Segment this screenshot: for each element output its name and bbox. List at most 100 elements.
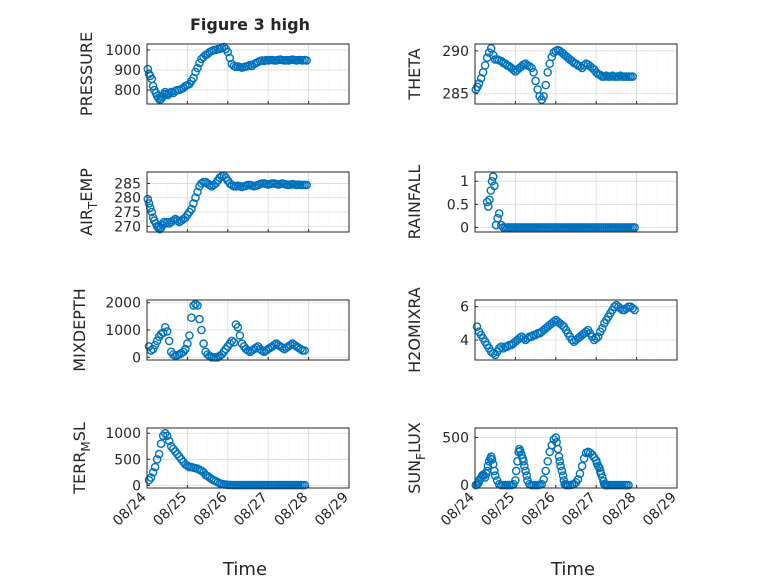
data-point <box>150 340 160 350</box>
data-point <box>558 471 568 480</box>
data-point <box>511 476 520 485</box>
data-point <box>158 328 168 338</box>
y-tick-label: 6 <box>460 300 469 316</box>
data-point <box>162 217 172 227</box>
data-point <box>191 193 200 202</box>
data-point <box>522 471 532 480</box>
data-point <box>195 314 204 324</box>
data-point <box>577 461 587 471</box>
y-axis-label: THETA <box>405 48 424 100</box>
data-point <box>185 331 194 340</box>
x-tick-label: 08/28 <box>600 490 640 530</box>
y-tick-label: 500 <box>442 431 469 447</box>
data-point <box>591 333 601 343</box>
x-tick-label: 08/28 <box>272 490 312 530</box>
data-point <box>205 180 214 190</box>
data-point <box>164 436 174 446</box>
data-point <box>529 68 538 77</box>
y-tick-label: 1000 <box>105 426 141 442</box>
data-point <box>191 67 200 77</box>
data-point <box>187 313 196 323</box>
axes-box <box>146 43 350 105</box>
axes-box <box>474 43 678 105</box>
data-point <box>302 56 311 65</box>
x-tick-label: 08/24 <box>438 489 478 529</box>
data-point <box>235 331 245 340</box>
x-tick-label: 08/27 <box>231 490 271 530</box>
data-point <box>595 70 605 80</box>
data-point <box>556 461 565 471</box>
y-tick-label: 1000 <box>105 43 141 59</box>
data-point <box>485 195 494 204</box>
x-tick-label: 08/29 <box>312 490 352 530</box>
data-point <box>277 343 287 353</box>
data-point <box>156 439 166 449</box>
data-point <box>183 339 192 348</box>
data-point <box>164 336 174 346</box>
data-point <box>567 335 577 345</box>
data-point <box>176 454 186 464</box>
y-tick-label: 0 <box>132 350 141 366</box>
data-point <box>490 466 499 476</box>
axes-box <box>474 299 678 361</box>
data-point <box>181 344 190 354</box>
data-point <box>227 180 237 190</box>
data-point <box>144 199 154 208</box>
data-point <box>630 223 639 232</box>
y-tick-label: 4 <box>460 333 469 349</box>
data-point <box>160 322 170 332</box>
data-point <box>168 216 178 225</box>
data-point <box>547 52 557 62</box>
data-point <box>269 340 279 350</box>
data-point <box>233 322 243 332</box>
axes-box <box>146 299 350 361</box>
data-point <box>527 63 536 73</box>
x-axis-label: Time <box>222 559 267 580</box>
data-point <box>193 187 202 197</box>
axes-box <box>146 427 350 489</box>
subplot-5: 0 1000 2000 MIXDEPTH <box>70 288 350 372</box>
data-point <box>610 302 619 312</box>
subplot-2: 285 290 THETA <box>405 43 678 105</box>
data-point <box>487 176 497 186</box>
data-point <box>152 454 162 464</box>
data-point <box>162 327 172 336</box>
data-point <box>511 466 521 476</box>
data-point <box>229 337 239 347</box>
y-tick-label: 500 <box>114 452 141 468</box>
data-point <box>543 68 553 77</box>
data-point <box>531 76 540 86</box>
data-point <box>490 471 500 480</box>
x-tick-label: 08/29 <box>640 490 680 530</box>
x-tick-label: 08/25 <box>150 490 190 530</box>
subplot-7: 0 500 1000 TERRMSL 08/24 08/25 08/26 08/27 08/28… <box>70 422 352 580</box>
data-point <box>554 452 564 461</box>
data-point <box>549 317 559 327</box>
data-point <box>541 466 551 476</box>
data-point <box>172 216 182 225</box>
y-tick-label: 1 <box>460 174 469 190</box>
data-point <box>189 199 198 208</box>
data-point <box>519 333 528 343</box>
y-tick-label: 0 <box>460 478 469 494</box>
data-point <box>482 197 492 207</box>
data-point <box>187 204 196 214</box>
data-point <box>152 336 162 346</box>
data-point <box>541 80 551 90</box>
subplot-4: 0 0.5 1 RAINFALL <box>405 165 678 240</box>
y-tick-label: 0.5 <box>447 197 469 213</box>
data-point <box>243 346 253 355</box>
x-axis-label: Time <box>550 559 595 580</box>
y-tick-label: 900 <box>114 63 141 79</box>
y-axis-label: RAINFALL <box>405 165 424 240</box>
data-point <box>487 455 497 464</box>
y-axis-label: SUNFLUX <box>405 422 428 494</box>
x-tick-label: 08/25 <box>478 490 518 530</box>
data-point <box>148 81 158 91</box>
data-point <box>147 207 157 217</box>
y-axis-label: AIRTEMP <box>77 168 100 236</box>
data-point <box>628 72 637 81</box>
data-point <box>509 65 518 74</box>
data-point <box>488 348 498 358</box>
axes-box <box>146 171 350 233</box>
